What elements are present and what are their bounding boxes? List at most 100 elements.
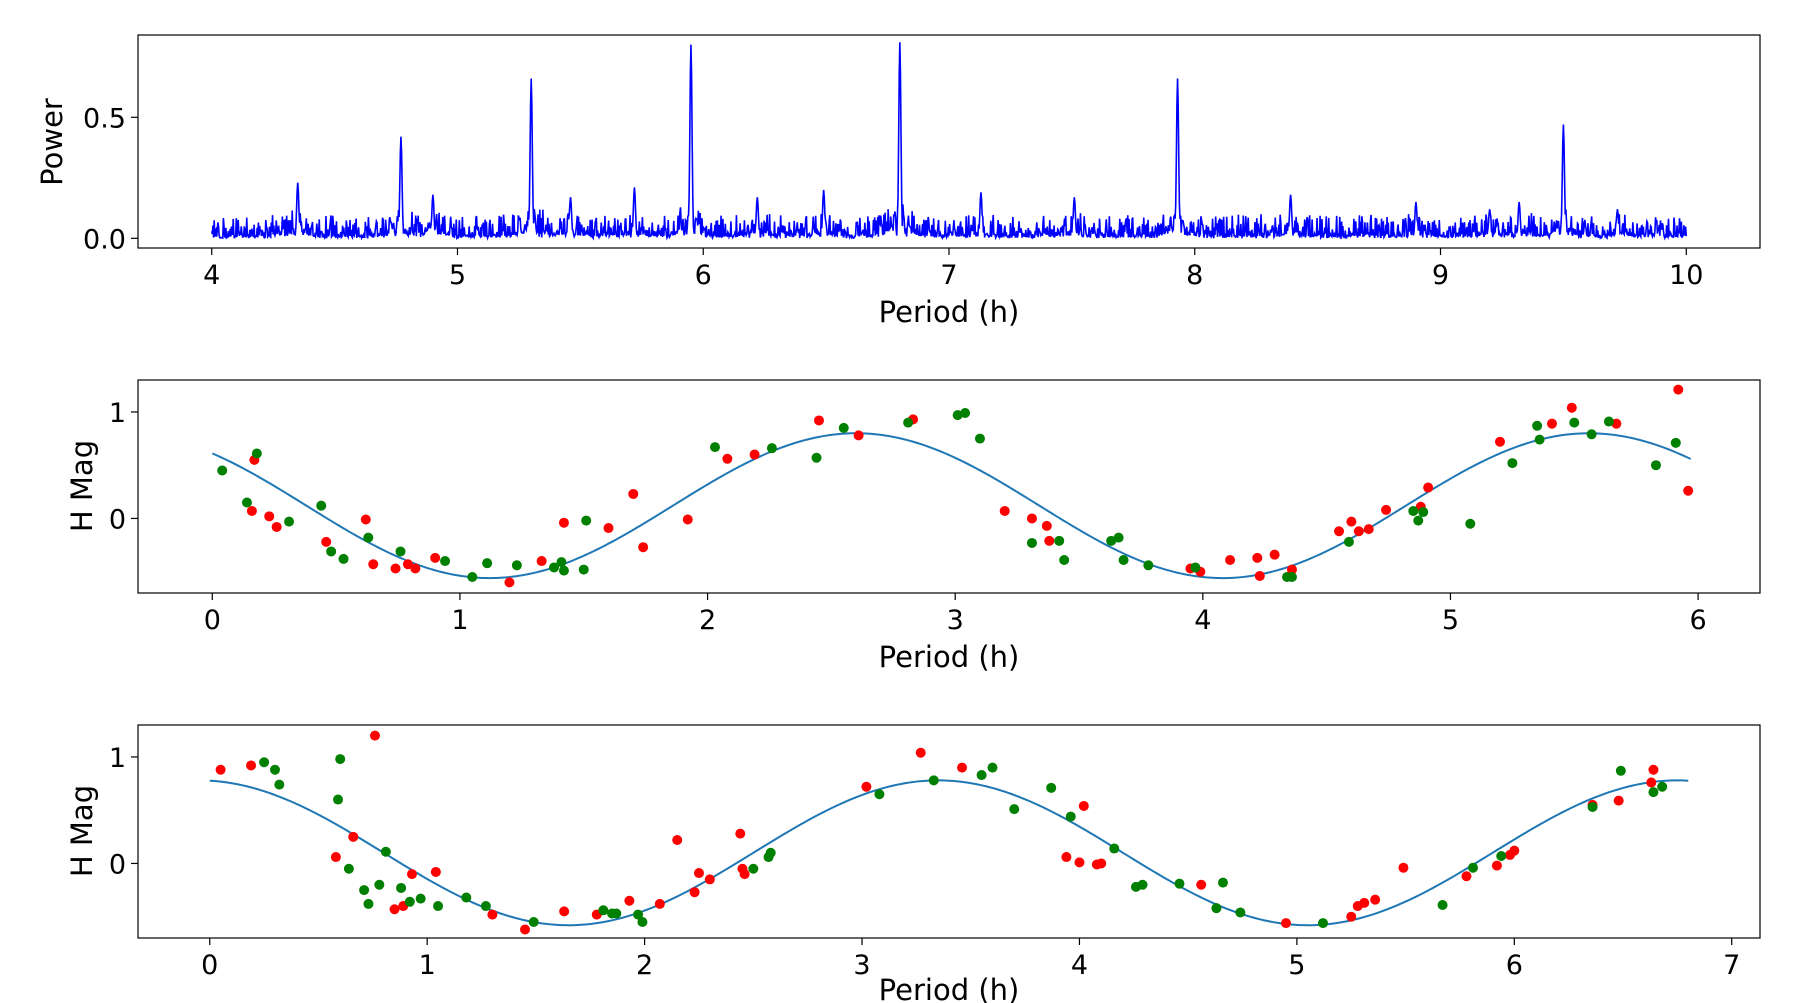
lightcurve-1-x-tick-label: 1 bbox=[451, 605, 468, 636]
lightcurve-2-x-tick-label: 6 bbox=[1506, 950, 1523, 981]
lightcurve-2-red-point bbox=[689, 887, 700, 898]
lightcurve-2-red-point bbox=[348, 831, 359, 842]
lightcurve-1-red-point bbox=[1683, 485, 1694, 496]
lightcurve-2-green-point bbox=[1217, 877, 1228, 888]
lightcurve-1-green-point bbox=[1413, 515, 1424, 526]
lightcurve-1-red-point bbox=[1252, 552, 1263, 563]
lightcurve-1-red-point bbox=[1546, 418, 1557, 429]
lightcurve-2-x-tick-label: 0 bbox=[201, 950, 218, 981]
lightcurve-2-red-point bbox=[369, 730, 380, 741]
lightcurve-2-red-point bbox=[735, 828, 746, 839]
lightcurve-2-red-point bbox=[1061, 852, 1072, 863]
lightcurve-1-red-point bbox=[1225, 554, 1236, 565]
lightcurve-1-green-point bbox=[1054, 535, 1065, 546]
lightcurve-2-green-point bbox=[637, 917, 648, 928]
lightcurve-2-green-point bbox=[748, 863, 759, 874]
periodogram-y-tick-label: 0.5 bbox=[83, 103, 126, 134]
lightcurve-2-green-point bbox=[1046, 782, 1057, 793]
lightcurve-1-x-tick-label: 0 bbox=[204, 605, 221, 636]
lightcurve-2-red-point bbox=[1461, 871, 1472, 882]
lightcurve-1-green-point bbox=[251, 448, 262, 459]
lightcurve-1-red-point bbox=[271, 521, 282, 532]
lightcurve-1-red-point bbox=[1673, 384, 1684, 395]
lightcurve-1-red-point bbox=[749, 449, 760, 460]
lightcurve-1-red-point bbox=[430, 552, 441, 563]
lightcurve-1-green-point bbox=[1670, 437, 1681, 448]
lightcurve-1-green-point bbox=[549, 562, 560, 573]
lightcurve-2-green-point bbox=[987, 762, 998, 773]
lightcurve-1-green-point bbox=[1603, 416, 1614, 427]
lightcurve-1-green-point bbox=[974, 433, 985, 444]
lightcurve-1-x-tick-label: 6 bbox=[1689, 605, 1706, 636]
lightcurve-1-green-point bbox=[1059, 554, 1070, 565]
lightcurve-1-green-point bbox=[1532, 420, 1543, 431]
lightcurve-2-green-point bbox=[269, 764, 280, 775]
lightcurve-2-green-point bbox=[1657, 781, 1668, 792]
lightcurve-2-y-label: H Mag bbox=[65, 785, 99, 877]
lightcurve-1-red-point bbox=[999, 506, 1010, 516]
lightcurve-2-red-point bbox=[520, 924, 531, 935]
lightcurve-2-green-point bbox=[1317, 918, 1328, 929]
lightcurve-1-red-point bbox=[853, 430, 864, 441]
lightcurve-1-y-tick-label: 1 bbox=[109, 398, 126, 429]
lightcurve-2-red-point bbox=[389, 904, 400, 915]
lightcurve-2-red-point bbox=[654, 898, 665, 909]
lightcurve-2-red-point bbox=[624, 895, 635, 906]
lightcurve-1-green-point bbox=[217, 465, 228, 476]
lightcurve-2-red-point bbox=[1074, 857, 1085, 868]
periodogram-axes-frame bbox=[137, 34, 1761, 249]
lightcurve-2-x-tick-label: 5 bbox=[1288, 950, 1305, 981]
lightcurve-2-green-point bbox=[359, 885, 370, 896]
lightcurve-2-green-point bbox=[335, 754, 346, 765]
lightcurve-panel-2: 0 1 2 3 4 5 6 7 0 1 Period (h) H Mag bbox=[65, 724, 1761, 1003]
lightcurve-2-green-point bbox=[1648, 787, 1659, 798]
lightcurve-1-green-point bbox=[326, 546, 337, 557]
lightcurve-2-red-point bbox=[861, 781, 872, 792]
lightcurve-1-green-point bbox=[581, 515, 592, 526]
periodogram-power-line bbox=[210, 42, 1688, 241]
lightcurve-1-red-point bbox=[1353, 526, 1364, 537]
lightcurve-2-green-point bbox=[1137, 879, 1148, 890]
lightcurve-2-red-point bbox=[1491, 860, 1502, 871]
lightcurve-1-red-point bbox=[1026, 513, 1037, 524]
lightcurve-1-x-tick-label: 5 bbox=[1442, 605, 1459, 636]
lightcurve-2-green-point bbox=[633, 909, 644, 920]
lightcurve-1-x-tick-label: 2 bbox=[699, 605, 716, 636]
lightcurve-1-red-point bbox=[1494, 436, 1505, 447]
lightcurve-1-green-point bbox=[1343, 536, 1354, 547]
periodogram-x-tick-label: 9 bbox=[1432, 260, 1449, 291]
lightcurve-1-red-point bbox=[682, 514, 693, 525]
lightcurve-1-green-point bbox=[1465, 518, 1476, 529]
lightcurve-2-green-point bbox=[1009, 804, 1020, 815]
lightcurve-1-green-point bbox=[558, 565, 569, 576]
lightcurve-2-red-point bbox=[672, 835, 683, 846]
lightcurve-1-x-tick-label: 3 bbox=[947, 605, 964, 636]
periodogram-x-tick-label: 5 bbox=[449, 260, 466, 291]
lightcurve-2-green-point bbox=[433, 901, 444, 912]
lightcurve-2-green-point bbox=[415, 893, 426, 904]
lightcurve-2-red-point bbox=[915, 747, 926, 758]
lightcurve-1-red-point bbox=[402, 559, 413, 570]
lightcurve-1-green-point bbox=[241, 497, 252, 508]
lightcurve-1-red-point bbox=[603, 523, 614, 534]
lightcurve-1-red-point bbox=[558, 517, 569, 528]
lightcurve-2-green-point bbox=[1437, 899, 1448, 910]
lightcurve-2-green-point bbox=[976, 770, 987, 781]
lightcurve-1-red-point bbox=[628, 488, 639, 499]
lightcurve-1-green-point bbox=[338, 553, 349, 564]
lightcurve-1-green-point bbox=[1586, 429, 1597, 440]
lightcurve-2-y-tick-label: 0 bbox=[109, 849, 126, 880]
lightcurve-1-marks bbox=[211, 384, 1694, 588]
periodogram-x-tick-label: 7 bbox=[940, 260, 957, 291]
lightcurve-1-green-point bbox=[511, 560, 522, 571]
lightcurve-1-green-point bbox=[1534, 434, 1545, 445]
lightcurve-2-x-tick-label: 1 bbox=[419, 950, 436, 981]
lightcurve-2-green-point bbox=[374, 879, 385, 890]
lightcurve-2-red-point bbox=[1196, 879, 1207, 890]
lightcurve-2-green-point bbox=[1235, 907, 1246, 918]
lightcurve-2-green-point bbox=[1065, 811, 1076, 822]
lightcurve-1-axes-frame bbox=[137, 379, 1761, 594]
lightcurve-1-green-point bbox=[363, 532, 374, 543]
lightcurve-1-green-point bbox=[1408, 506, 1419, 516]
